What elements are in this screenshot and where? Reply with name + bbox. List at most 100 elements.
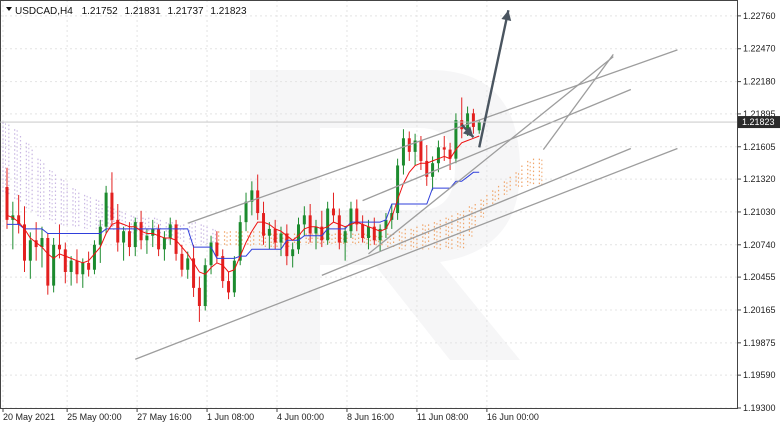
candle-body [157, 228, 161, 250]
candle-body [349, 208, 353, 232]
candle-body [326, 208, 330, 241]
candle-body [262, 213, 266, 236]
candle-body [297, 224, 300, 250]
candle-body [168, 224, 172, 238]
candle-body [250, 190, 254, 202]
y-tick-label: 1.21320 [743, 174, 776, 184]
y-tick-label: 1.22760 [743, 11, 776, 21]
candle-body [302, 215, 306, 225]
candle-body [285, 233, 289, 257]
candle-body [209, 242, 213, 266]
x-tick-label: 8 Jun 16:00 [347, 412, 394, 422]
low-value: 1.21737 [167, 6, 204, 17]
x-tick-label: 4 Jun 00:00 [277, 412, 324, 422]
candle-body [267, 228, 271, 236]
candle-body [151, 228, 155, 236]
price-tag [738, 116, 780, 129]
candle-body [454, 120, 458, 159]
x-tick-label: 25 May 00:00 [67, 412, 122, 422]
caret-down-icon[interactable] [6, 7, 12, 11]
candle-body [244, 201, 248, 223]
candle-body [355, 208, 359, 225]
symbol-label: USDCAD,H4 [15, 6, 73, 17]
candle-body [17, 215, 21, 225]
y-tick-label: 1.22470 [743, 44, 776, 54]
time-axis: 20 May 2021 25 May 00:00 27 May 16:00 1 Jun… [2, 408, 539, 422]
current-price-label: 1.21823 [742, 117, 775, 127]
forecast-arrows [460, 9, 512, 148]
arrowhead-icon [501, 10, 512, 22]
candle-body [75, 260, 79, 275]
y-tick-label: 1.21895 [743, 109, 776, 119]
candle-body [314, 226, 318, 234]
open-value: 1.21752 [82, 6, 119, 17]
y-tick-label: 1.20455 [743, 272, 776, 282]
trend-line [542, 54, 614, 150]
candle-body [466, 113, 470, 130]
y-tick-label: 1.21605 [743, 142, 776, 152]
candle-body [92, 244, 96, 270]
candle-body [28, 240, 32, 261]
chart-header: USDCAD,H4 1.21752 1.21831 1.21737 1.2182… [6, 6, 247, 17]
candle-body [98, 226, 102, 245]
y-tick-label: 1.21030 [743, 207, 776, 217]
candle-body [221, 256, 225, 282]
candle-body [46, 238, 50, 286]
candle-body [425, 160, 429, 177]
candle-body [192, 258, 196, 288]
x-tick-label: 1 Jun 08:00 [207, 412, 254, 422]
svg-text:USDCAD,H4 1.21752: USDCAD,H4 1.21752 1.21831 1.21737 1.2182… [15, 6, 247, 17]
trend-line [368, 56, 614, 255]
candle-body [232, 260, 236, 293]
candle-body [331, 208, 335, 216]
grid-lines [0, 0, 737, 409]
candle-body [308, 215, 312, 234]
candle-body [81, 262, 85, 275]
candle-body [279, 233, 283, 243]
candle-body [471, 113, 475, 127]
candle-body [22, 224, 26, 261]
candle-body [63, 249, 67, 272]
candle-body [133, 222, 137, 248]
candle-body [215, 242, 219, 257]
candle-body [477, 122, 481, 131]
high-value: 1.21831 [125, 6, 162, 17]
candle-body [372, 226, 376, 241]
candle-body [401, 138, 405, 166]
y-tick-label: 1.20740 [743, 240, 776, 250]
candle-body [174, 224, 178, 254]
arrowhead-icon [462, 126, 474, 138]
close-value: 1.21823 [210, 6, 247, 17]
forecast-arrow-shaft [478, 9, 510, 148]
candle-body [227, 281, 231, 293]
candles-layer [5, 97, 481, 322]
y-tick-label: 1.19590 [743, 370, 776, 380]
x-tick-label: 11 Jun 08:00 [417, 412, 468, 422]
candle-body [5, 187, 9, 220]
candle-body [238, 222, 242, 261]
trend-line [321, 147, 632, 277]
candle-body [378, 228, 382, 241]
kijun-sen-line [7, 171, 480, 259]
candle-body [122, 231, 126, 243]
candle-body [366, 226, 370, 238]
candle-body [431, 163, 435, 177]
tenkan-sen-line [6, 135, 480, 275]
x-tick-label: 27 May 16:00 [137, 412, 192, 422]
candle-body [448, 149, 452, 159]
trend-line [362, 88, 632, 202]
candle-body [104, 192, 108, 227]
candle-body [291, 249, 295, 257]
trend-channels [135, 49, 678, 360]
current-price-marker: 1.21823 [0, 116, 780, 129]
candle-body [162, 238, 166, 250]
plot-frame [0, 0, 738, 409]
watermark-logo [250, 70, 520, 360]
candle-body [87, 262, 91, 270]
candle-body [34, 240, 38, 248]
candle-body [127, 231, 131, 248]
candle-body [203, 265, 207, 306]
candle-body [384, 219, 388, 229]
candle-body [116, 219, 120, 243]
